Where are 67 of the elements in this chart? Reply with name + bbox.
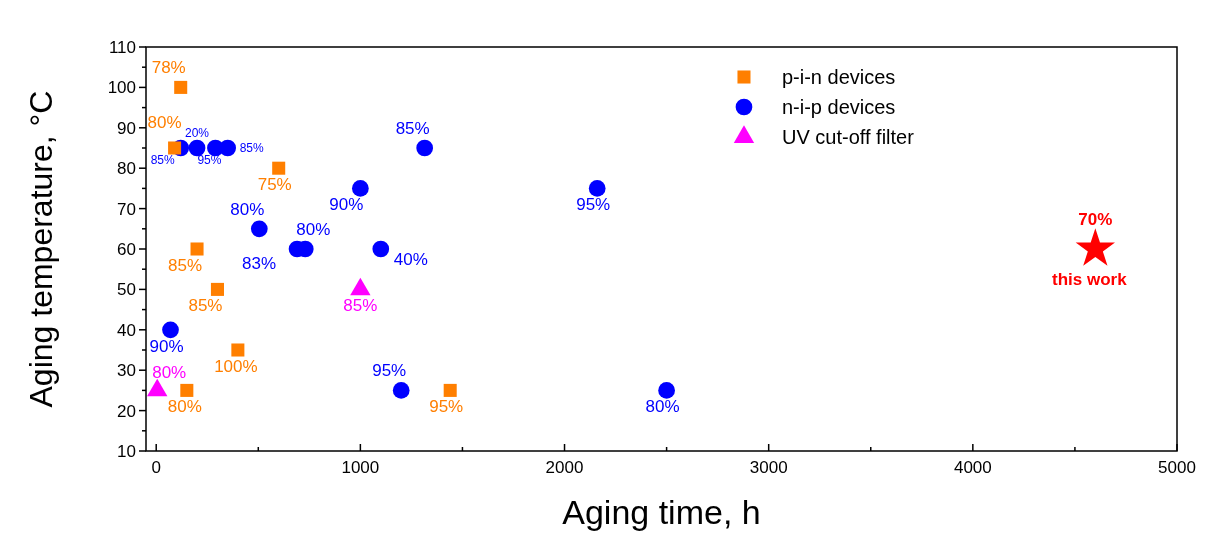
point (372, 240, 390, 258)
annotation: 85% (168, 256, 203, 275)
y-tick-label: 50 (117, 280, 136, 300)
y-tick-label: 10 (117, 442, 136, 461)
annotation: 95% (372, 361, 407, 381)
y-tick-label: 20 (117, 401, 136, 421)
x-tick-label: 4000 (953, 458, 992, 477)
x-tick-label: 0 (151, 458, 161, 477)
y-tick-label: 90 (117, 118, 136, 138)
point (210, 282, 224, 296)
annotation: 100% (214, 357, 258, 376)
legend-label: p-i-n devices (781, 66, 896, 88)
annotation: 90% (329, 195, 364, 215)
annotation: 80% (147, 113, 182, 132)
annotation: 95% (197, 153, 222, 167)
annotation: 80% (296, 220, 331, 239)
annotation: 40% (393, 250, 428, 269)
y-tick-label: 100 (107, 78, 136, 98)
legend-label: UV cut-off filter (781, 126, 915, 148)
annotation: 80% (645, 397, 680, 417)
annotation: 75% (257, 175, 292, 195)
x-axis-title: Aging time, h (562, 493, 761, 531)
annotation: 90% (149, 336, 184, 356)
point (443, 383, 457, 397)
point (250, 220, 268, 238)
point (174, 80, 188, 94)
annotation: 95% (429, 397, 464, 417)
y-axis-title: Aging temperature, °C (23, 90, 59, 408)
y-tick-label: 80 (117, 159, 136, 179)
annotation: 95% (576, 195, 611, 215)
x-tick-label: 1000 (341, 458, 380, 477)
y-tick-label: 30 (117, 361, 136, 381)
point (392, 382, 410, 399)
annotation: 70% (1078, 210, 1113, 229)
annotation: 85% (150, 153, 176, 167)
annotation: 83% (242, 254, 277, 273)
annotation: 85% (188, 296, 223, 316)
annotation: 85% (343, 296, 378, 316)
y-tick-label: 40 (117, 320, 136, 340)
point (188, 139, 206, 157)
annotation: 85% (239, 141, 264, 155)
point (658, 382, 675, 399)
point (1075, 228, 1115, 266)
point (162, 321, 179, 339)
point (219, 139, 237, 157)
annotation: 78% (151, 58, 186, 78)
legend-label: n-i-p devices (781, 96, 896, 118)
point (416, 139, 434, 157)
annotation: 80% (152, 363, 187, 383)
point (588, 180, 606, 197)
annotation: 20% (185, 126, 210, 140)
y-tick-label: 60 (117, 240, 136, 259)
annotation: 80% (167, 397, 202, 417)
y-tick-label: 110 (108, 38, 136, 57)
x-tick-label: 2000 (545, 458, 584, 477)
x-tick-label: 3000 (749, 458, 788, 477)
point (231, 343, 245, 357)
annotation: this work (1052, 270, 1128, 289)
x-tick-label: 5000 (1158, 458, 1196, 477)
point (168, 141, 182, 155)
y-tick-label: 70 (117, 199, 136, 219)
point (352, 180, 369, 197)
annotation: 85% (395, 119, 430, 138)
point (272, 161, 286, 175)
point (180, 383, 194, 397)
point (190, 242, 204, 256)
annotation: 80% (230, 199, 265, 219)
